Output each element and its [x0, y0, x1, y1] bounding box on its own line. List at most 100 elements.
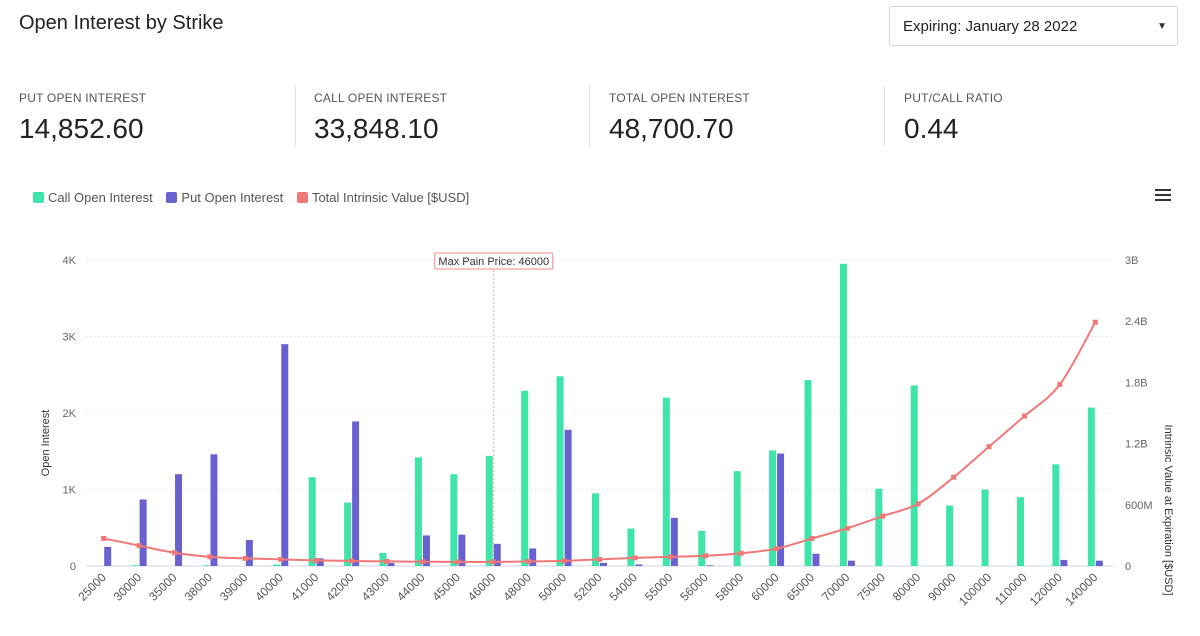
call-bar [1087, 407, 1095, 566]
call-bar [627, 528, 635, 566]
chevron-down-icon: ▼ [1157, 21, 1167, 32]
intrinsic-value-point [703, 553, 709, 559]
intrinsic-value-point [349, 558, 355, 564]
call-bar [592, 493, 599, 566]
y-axis-title: Open Interest [40, 410, 52, 477]
y2-axis-title: Intrinsic Value at Expiration [$USD] [1162, 425, 1174, 596]
intrinsic-value-point [419, 559, 425, 565]
intrinsic-value-point [880, 513, 886, 519]
x-tick-label: 140000 [1062, 570, 1100, 608]
put-bar [139, 499, 147, 566]
call-bar [379, 552, 387, 566]
intrinsic-value-point [384, 558, 390, 564]
call-bar [450, 474, 458, 566]
y-tick-label: 4K [63, 255, 77, 267]
stat-call-open-interest: CALL OPEN INTEREST 33,848.10 [314, 83, 447, 147]
call-bar [946, 505, 954, 566]
put-bar [635, 564, 643, 566]
call-bar [202, 565, 210, 566]
x-tick-label: 56000 [677, 570, 711, 604]
y2-tick-label: 1.8B [1125, 377, 1148, 389]
x-tick-label: 39000 [217, 570, 251, 604]
call-bar [556, 376, 564, 566]
stat-label: PUT OPEN INTEREST [19, 91, 147, 105]
stat-value: 48,700.70 [609, 113, 734, 144]
chart-menu-icon[interactable] [1155, 189, 1171, 203]
chart-legend: Call Open Interest Put Open Interest Tot… [33, 190, 479, 205]
call-bar [1052, 464, 1060, 566]
legend-item-call[interactable]: Call Open Interest [33, 190, 153, 205]
put-bar [458, 534, 466, 566]
put-bar [104, 546, 112, 566]
x-tick-label: 70000 [819, 570, 853, 604]
intrinsic-value-point [490, 559, 496, 565]
x-tick-label: 65000 [784, 570, 818, 604]
x-tick-label: 48000 [500, 570, 534, 604]
y2-tick-label: 600M [1125, 500, 1153, 512]
call-bar [698, 530, 706, 566]
call-bar [1016, 497, 1024, 566]
put-bar [529, 548, 537, 566]
x-tick-label: 44000 [394, 570, 428, 604]
intrinsic-value-point [597, 556, 602, 562]
stat-divider [295, 85, 296, 147]
call-bar [662, 397, 670, 566]
stat-label: CALL OPEN INTEREST [314, 91, 448, 105]
intrinsic-value-point [809, 535, 815, 541]
x-tick-label: 90000 [925, 570, 959, 604]
put-bar [245, 539, 253, 566]
put-bar [316, 558, 324, 566]
put-bar [706, 565, 714, 566]
stat-divider [589, 85, 590, 147]
legend-label: Call Open Interest [48, 190, 153, 205]
x-tick-label: 120000 [1027, 570, 1065, 608]
expiry-select-value: Expiring: January 28 2022 [903, 18, 1078, 35]
put-bar [777, 453, 785, 566]
put-bar [1060, 559, 1068, 566]
x-tick-label: 100000 [956, 570, 994, 608]
x-tick-label: 54000 [607, 570, 641, 604]
x-tick-label: 38000 [182, 570, 216, 604]
stat-label: PUT/CALL RATIO [904, 91, 1003, 105]
put-bar [564, 429, 572, 566]
intrinsic-value-point [667, 554, 673, 560]
legend-item-put[interactable]: Put Open Interest [166, 190, 283, 205]
x-tick-label: 60000 [748, 570, 782, 604]
y2-tick-label: 0 [1125, 561, 1131, 573]
intrinsic-value-point [455, 559, 461, 565]
x-tick-label: 58000 [713, 570, 747, 604]
intrinsic-value-point [844, 525, 850, 531]
put-bar [493, 543, 501, 566]
expiry-select[interactable]: Expiring: January 28 2022 ▼ [889, 6, 1178, 46]
y-tick-label: 0 [70, 561, 76, 573]
intrinsic-value-point [278, 556, 284, 562]
x-tick-label: 43000 [359, 570, 393, 604]
intrinsic-value-point [915, 501, 921, 507]
intrinsic-value-point [172, 550, 178, 556]
y-tick-label: 1K [63, 485, 77, 497]
put-bar [422, 535, 430, 566]
legend-label: Put Open Interest [181, 190, 284, 205]
intrinsic-value-point [1021, 413, 1027, 419]
call-bar [769, 450, 777, 566]
stat-total-open-interest: TOTAL OPEN INTEREST 48,700.70 [609, 83, 750, 147]
x-tick-label: 80000 [890, 570, 924, 604]
legend-item-intrinsic[interactable]: Total Intrinsic Value [$USD] [296, 190, 469, 205]
intrinsic-value-point [632, 555, 638, 561]
stat-divider [884, 85, 885, 147]
stat-put-open-interest: PUT OPEN INTEREST 14,852.60 [19, 83, 146, 147]
put-bar [210, 454, 218, 566]
put-bar [847, 560, 855, 566]
intrinsic-value-point [1057, 381, 1063, 387]
call-bar [910, 385, 918, 566]
x-tick-label: 45000 [429, 570, 463, 604]
put-bar [812, 553, 820, 566]
x-tick-label: 46000 [465, 570, 499, 604]
stat-value: 0.44 [904, 113, 959, 144]
put-bar [600, 562, 607, 566]
y-tick-label: 3K [63, 332, 77, 344]
x-tick-label: 30000 [111, 570, 145, 604]
intrinsic-value-point [738, 550, 744, 556]
call-bar [485, 455, 493, 566]
call-bar [981, 489, 989, 566]
